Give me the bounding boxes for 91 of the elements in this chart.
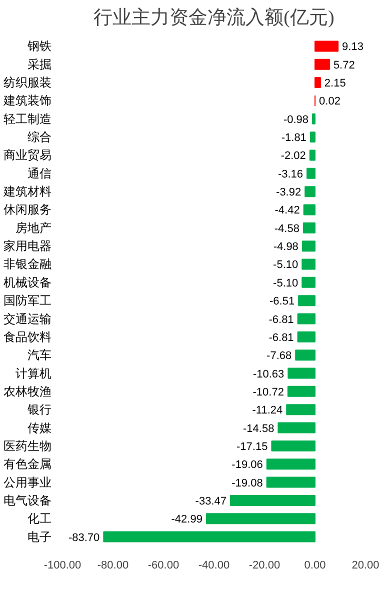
data-label: -4.98 — [273, 241, 298, 254]
x-tick-label: -20.00 — [248, 560, 280, 572]
y-tick-label: 交通运输 — [4, 312, 52, 326]
y-tick-label: 通信 — [28, 166, 52, 180]
y-tick-label: 农林牧渔 — [4, 384, 52, 398]
y-tick-label: 建筑装饰 — [2, 94, 52, 108]
chart-title: 行业主力资金净流入额(亿元) — [94, 6, 334, 28]
data-label: -3.16 — [278, 168, 304, 180]
bar — [314, 77, 321, 88]
data-label: -14.58 — [242, 422, 274, 435]
bar — [266, 476, 316, 488]
data-label: -1.81 — [281, 132, 306, 144]
bar — [303, 204, 316, 216]
bar — [103, 531, 316, 542]
data-label: -42.99 — [171, 514, 202, 526]
bar — [310, 132, 316, 143]
bar — [286, 404, 316, 416]
y-tick-label: 机械设备 — [4, 275, 52, 290]
y-tick-label: 医药生物 — [4, 438, 52, 453]
y-tick-label: 汽车 — [28, 348, 52, 362]
data-label: -19.08 — [232, 477, 263, 490]
y-tick-label: 传媒 — [28, 420, 52, 435]
data-label: -6.81 — [268, 332, 294, 344]
x-tick-label: -60.00 — [148, 560, 180, 572]
y-tick-label: 有色金属 — [4, 457, 52, 472]
bar — [314, 40, 339, 52]
data-label: -4.58 — [274, 222, 300, 235]
y-tick-label: 电气设备 — [4, 493, 52, 508]
data-label: -19.06 — [232, 459, 263, 472]
bar — [271, 440, 316, 452]
y-tick-label: 计算机 — [16, 366, 52, 380]
bar — [312, 113, 316, 124]
y-tick-label: 电子 — [28, 530, 52, 544]
bar — [306, 168, 316, 179]
data-label: -33.47 — [195, 495, 226, 508]
bar — [287, 386, 316, 397]
y-tick-label: 采掘 — [28, 57, 52, 72]
bar — [206, 513, 316, 524]
x-tick-label: -40.00 — [198, 560, 230, 572]
bar — [297, 313, 316, 324]
bar — [302, 240, 316, 252]
data-label: -3.92 — [276, 186, 302, 199]
y-tick-label: 房地产 — [16, 220, 52, 235]
y-tick-label: 食品饮料 — [4, 330, 52, 344]
y-tick-label: 家用电器 — [4, 239, 52, 254]
y-tick-label: 商业贸易 — [4, 148, 52, 162]
y-tick-label: 纺织服装 — [4, 76, 52, 90]
data-label: -10.63 — [252, 368, 284, 380]
data-label: -5.10 — [273, 277, 298, 290]
x-tick-label: -100.00 — [44, 560, 82, 572]
y-tick-label: 非银金融 — [4, 257, 52, 272]
bar — [288, 368, 316, 379]
bar — [266, 458, 316, 470]
bar — [295, 350, 316, 361]
bar — [278, 422, 316, 434]
bar — [304, 186, 316, 198]
y-tick-label: 综合 — [28, 130, 52, 144]
bar — [230, 494, 316, 506]
bar — [297, 331, 316, 342]
data-label: 9.13 — [342, 41, 364, 54]
data-label: 0.02 — [319, 96, 340, 108]
y-tick-label: 建筑材料 — [2, 184, 52, 199]
data-label: -7.68 — [266, 350, 292, 362]
bar — [302, 222, 316, 234]
x-tick-label: 20.00 — [352, 560, 380, 572]
bar — [314, 58, 330, 70]
y-tick-label: 轻工制造 — [4, 112, 52, 126]
y-tick-label: 银行 — [26, 402, 52, 417]
data-label: -17.15 — [236, 440, 268, 453]
bar — [302, 276, 316, 288]
x-tick-label: 0.00 — [304, 560, 326, 572]
bar — [302, 258, 316, 270]
y-tick-label: 休闲服务 — [4, 202, 52, 217]
data-label: -4.42 — [274, 204, 300, 217]
data-label: -10.72 — [252, 386, 284, 398]
data-label: -11.24 — [252, 404, 283, 417]
y-tick-label: 化工 — [28, 512, 52, 526]
bar — [298, 295, 316, 306]
y-tick-label: 钢铁 — [26, 39, 52, 54]
data-label: 2.15 — [324, 78, 346, 90]
x-tick-label: -80.00 — [97, 560, 129, 572]
data-label: -5.10 — [273, 259, 298, 272]
y-tick-label: 公用事业 — [4, 475, 52, 490]
data-label: -2.02 — [280, 150, 306, 162]
bar — [309, 150, 316, 161]
data-label: 5.72 — [333, 59, 355, 72]
data-label: -83.70 — [68, 532, 100, 544]
data-label: -0.98 — [283, 114, 309, 126]
data-label: -6.51 — [269, 296, 295, 308]
y-tick-label: 国防军工 — [4, 294, 52, 308]
data-label: -6.81 — [268, 314, 294, 326]
